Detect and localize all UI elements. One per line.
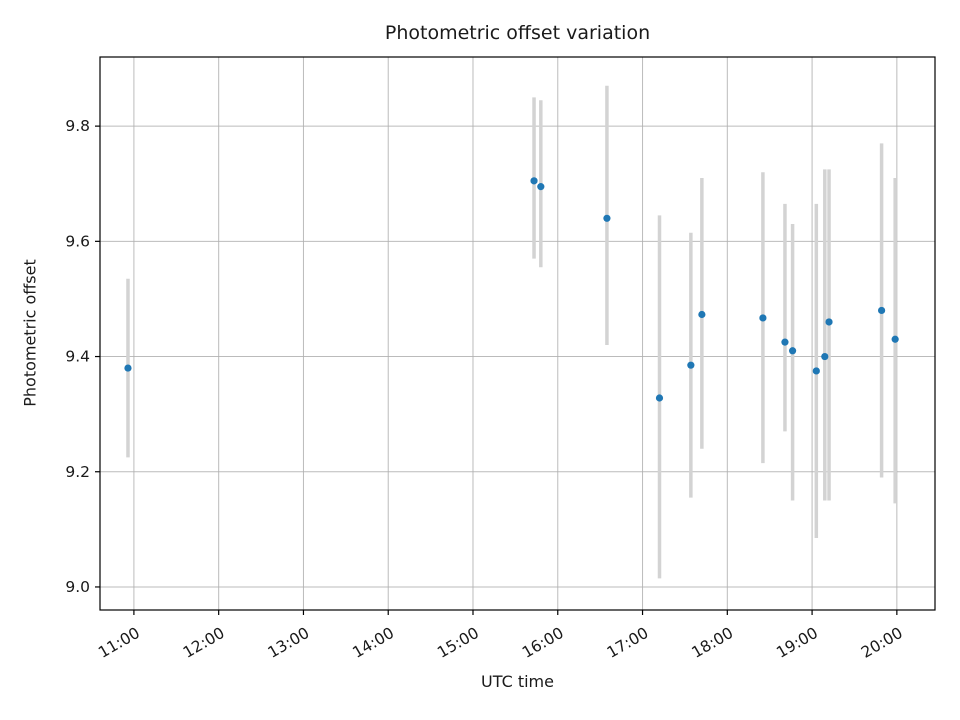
x-tick-label: 13:00 bbox=[265, 624, 313, 662]
data-point bbox=[698, 310, 706, 319]
data-point bbox=[825, 318, 833, 326]
x-tick-label: 14:00 bbox=[350, 624, 398, 662]
data-point bbox=[877, 306, 886, 315]
y-tick-label: 9.2 bbox=[65, 463, 90, 481]
data-point bbox=[821, 352, 829, 361]
x-tick-label: 20:00 bbox=[858, 624, 906, 662]
data-point bbox=[603, 214, 611, 222]
y-axis-label: Photometric offset bbox=[20, 259, 40, 407]
axes-border bbox=[99, 56, 936, 611]
y-tick-label: 9.6 bbox=[65, 232, 90, 250]
y-tick-label: 9.0 bbox=[65, 578, 90, 596]
x-tick-label: 15:00 bbox=[434, 624, 482, 662]
data-point bbox=[124, 364, 132, 372]
data-point bbox=[812, 367, 820, 375]
data-point bbox=[759, 314, 767, 322]
chart-title: Photometric offset variation bbox=[384, 22, 651, 44]
x-tick-label: 16:00 bbox=[519, 624, 567, 662]
y-tick-label: 9.4 bbox=[65, 348, 90, 366]
x-tick-label: 12:00 bbox=[180, 624, 228, 662]
data-point bbox=[530, 177, 538, 185]
data-point bbox=[687, 361, 695, 369]
data-point bbox=[655, 394, 664, 402]
data-point bbox=[781, 338, 789, 346]
data-point bbox=[537, 183, 545, 191]
x-tick-label: 11:00 bbox=[95, 624, 143, 662]
data-point bbox=[788, 347, 797, 355]
x-tick-label: 18:00 bbox=[689, 624, 737, 662]
x-tick-label: 17:00 bbox=[604, 624, 652, 662]
y-tick-label: 9.8 bbox=[65, 117, 90, 135]
data-point bbox=[891, 335, 899, 343]
x-axis-label: UTC time bbox=[481, 672, 554, 691]
x-tick-label: 19:00 bbox=[773, 624, 821, 662]
